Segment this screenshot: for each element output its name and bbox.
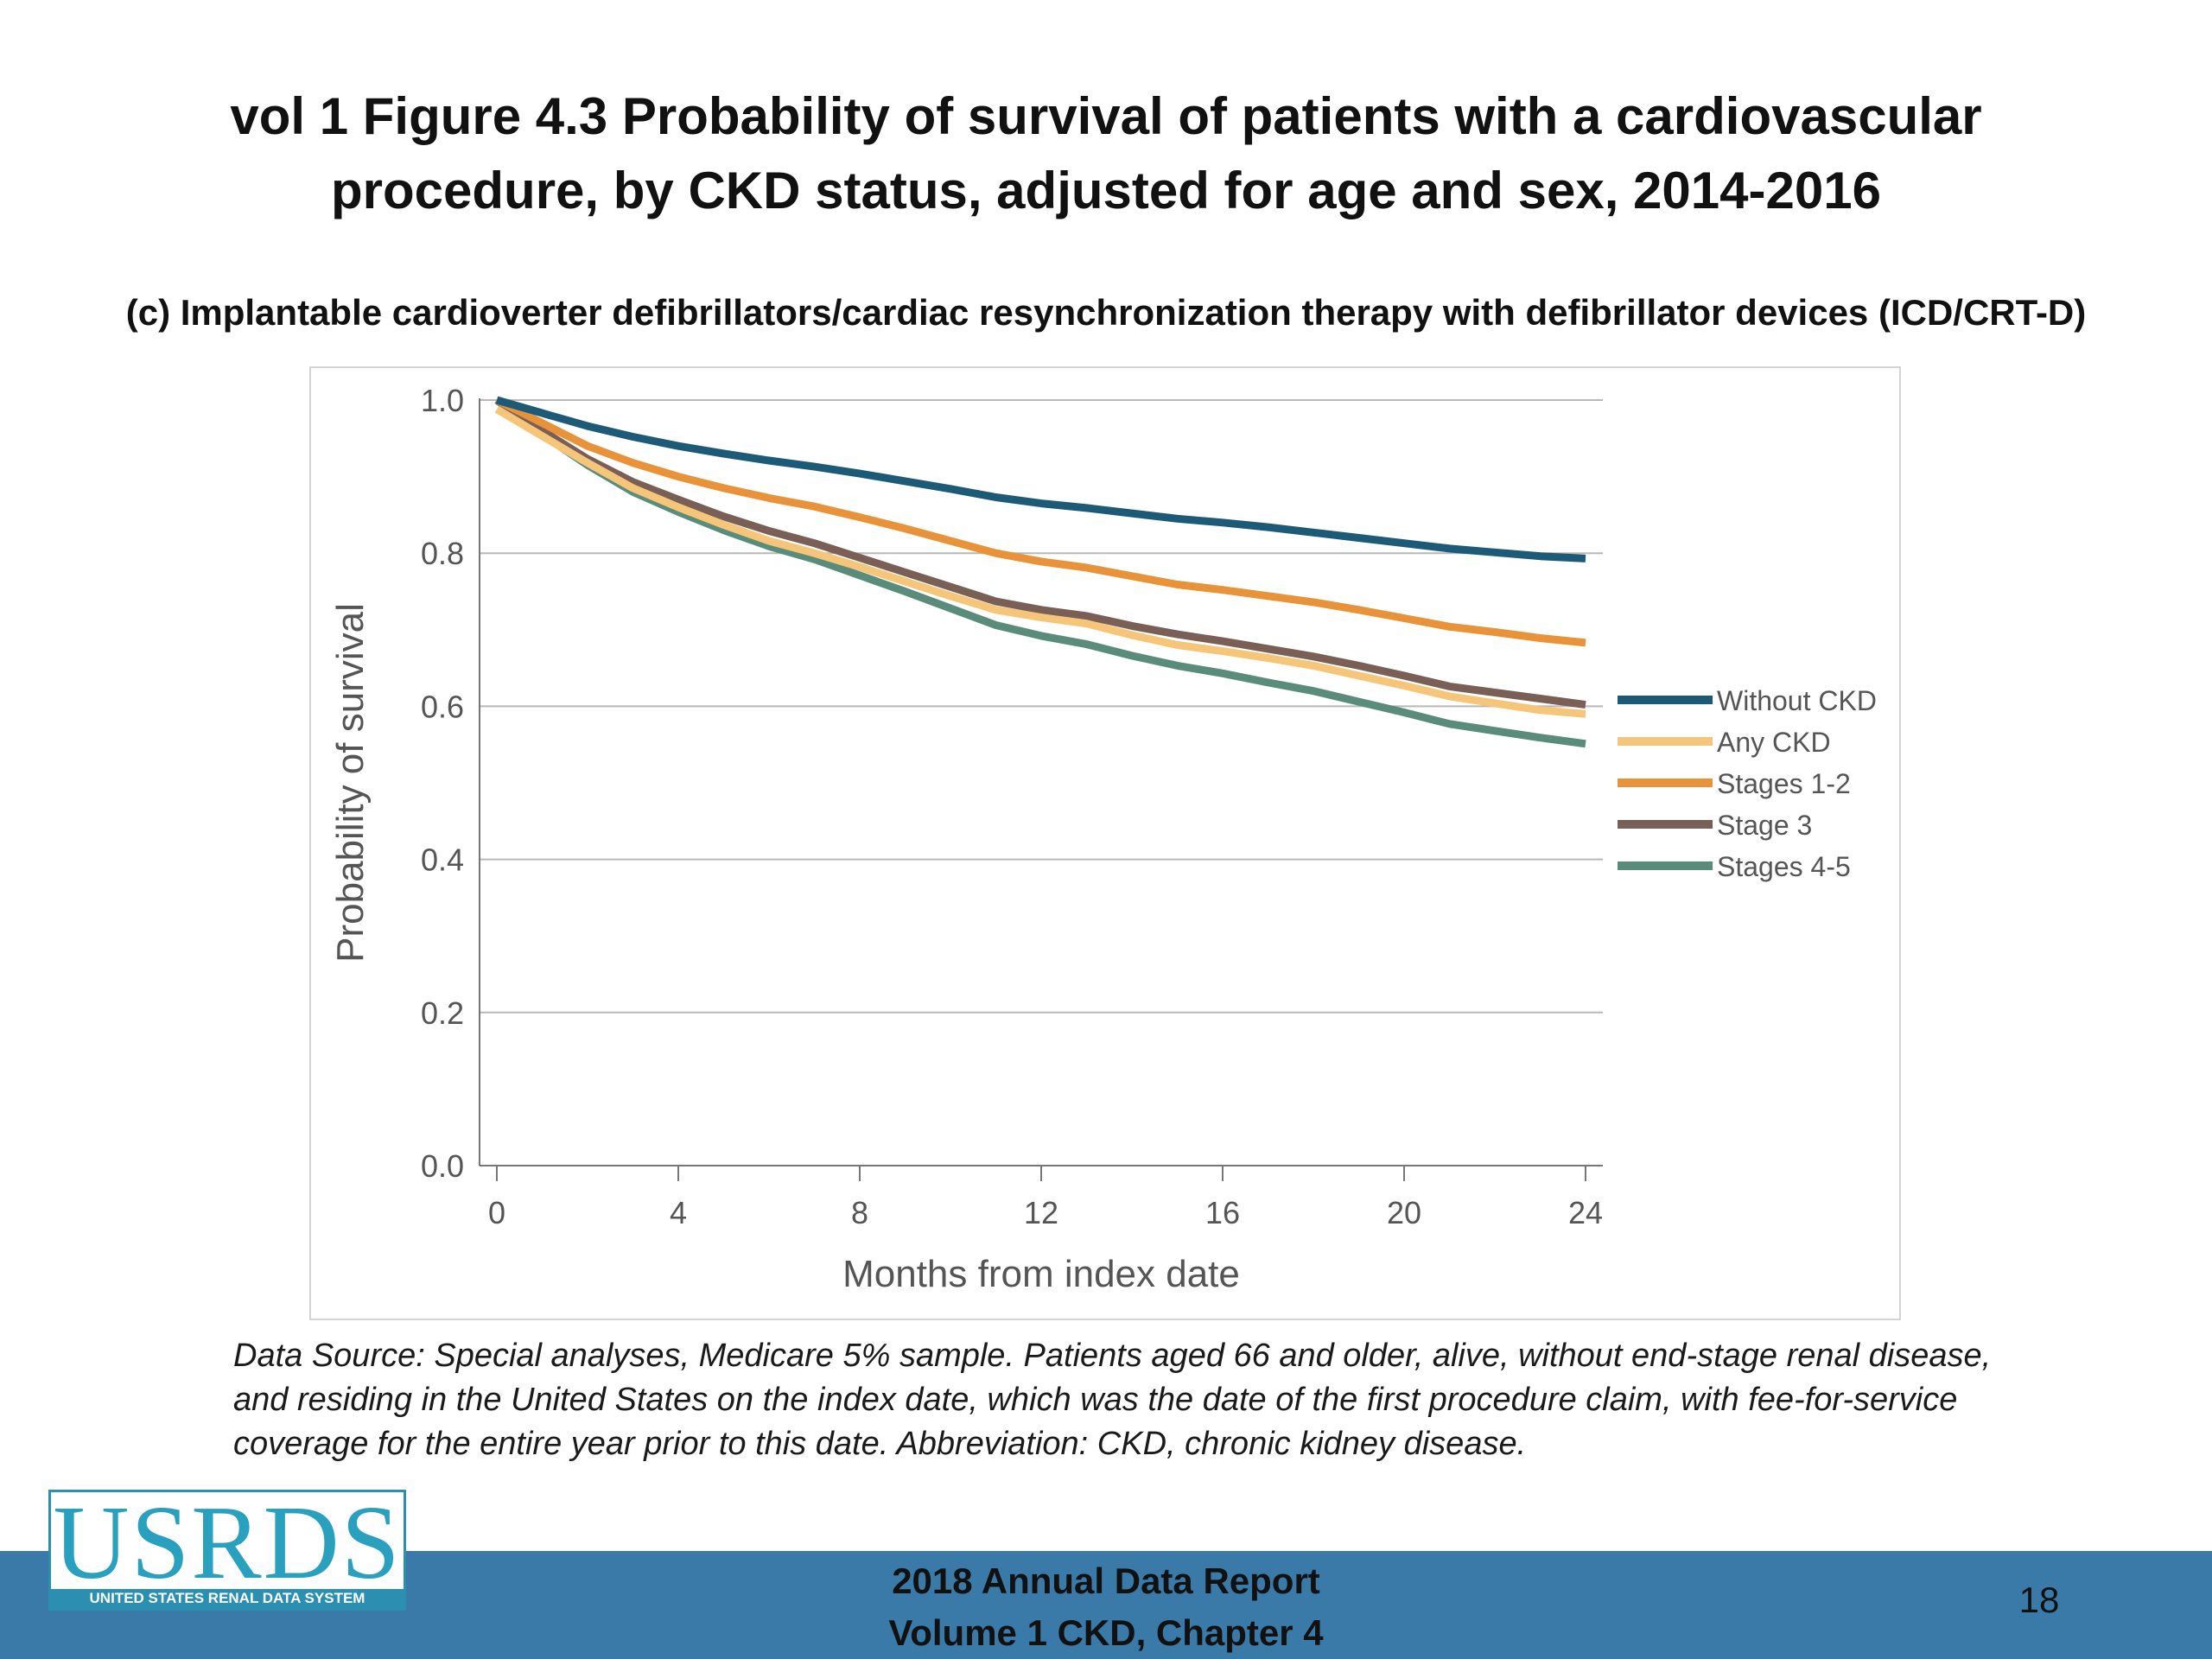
- x-axis-label: Months from index date: [842, 1253, 1240, 1295]
- series-line-stages-4-5: [494, 397, 1586, 748]
- x-tick-label: 16: [1205, 1195, 1240, 1230]
- y-tick-label: 0.8: [421, 536, 464, 571]
- footer-line1: 2018 Annual Data Report: [892, 1560, 1320, 1601]
- x-tick-label: 4: [670, 1195, 687, 1230]
- x-tick-label: 20: [1387, 1195, 1421, 1230]
- footer-report-title: 2018 Annual Data Report Volume 1 CKD, Ch…: [674, 1555, 1538, 1659]
- logo-tagline: UNITED STATES RENAL DATA SYSTEM: [51, 1589, 404, 1608]
- legend-label: Stages 1-2: [1717, 768, 1851, 799]
- survival-line-chart: 0.0 0.2 0.4 0.6 0.8 1.0 0 4 8 12 16 20 24 Without CK…: [329, 383, 1877, 1295]
- y-tick-label: 1.0: [421, 383, 464, 418]
- series-lines: [494, 396, 1586, 748]
- y-tick-label: 0.2: [421, 995, 464, 1031]
- gridlines: [480, 399, 1603, 1014]
- y-tick-label: 0.0: [421, 1148, 464, 1184]
- series-line-stages-1-2: [494, 396, 1586, 647]
- slide-title-line2: procedure, by CKD status, adjusted for a…: [331, 162, 1881, 219]
- page-number: 18: [2018, 1580, 2060, 1620]
- logo-wordmark: USRDS: [53, 1484, 402, 1601]
- legend-label: Without CKD: [1717, 685, 1877, 716]
- series-line-without-ckd: [495, 396, 1586, 563]
- legend-label: Any CKD: [1717, 727, 1831, 758]
- series-line-stage-3: [494, 397, 1586, 709]
- legend-label: Stage 3: [1717, 810, 1812, 841]
- legend-label: Stages 4-5: [1717, 851, 1851, 882]
- y-tick-label: 0.6: [421, 689, 464, 724]
- footer-line2: Volume 1 CKD, Chapter 4: [888, 1612, 1324, 1653]
- legend: Without CKD Any CKD Stages 1-2 Stage 3 Stage…: [1618, 685, 1877, 882]
- chart-frame: 0.0 0.2 0.4 0.6 0.8 1.0 0 4 8 12 16 20 24 Without CK…: [309, 366, 1901, 1320]
- axes: 0.0 0.2 0.4 0.6 0.8 1.0 0 4 8 12 16 20 24: [421, 383, 1603, 1230]
- usrds-logo: USRDS UNITED STATES RENAL DATA SYSTEM: [48, 1484, 406, 1611]
- x-tick-label: 8: [851, 1195, 868, 1230]
- y-axis-label: Probability of survival: [329, 603, 372, 963]
- x-tick-label: 0: [488, 1195, 505, 1230]
- slide-title: vol 1 Figure 4.3 Probability of survival…: [138, 79, 2074, 228]
- x-tick-label: 24: [1568, 1195, 1603, 1230]
- chart-subtitle: (c) Implantable cardioverter defibrillat…: [125, 292, 2087, 333]
- series-line-any-ckd: [494, 405, 1586, 718]
- y-tick-label: 0.4: [421, 842, 464, 878]
- slide-title-line1: vol 1 Figure 4.3 Probability of survival…: [230, 87, 1982, 145]
- x-tick-label: 12: [1024, 1195, 1058, 1230]
- data-source-footnote: Data Source: Special analyses, Medicare …: [233, 1338, 1992, 1462]
